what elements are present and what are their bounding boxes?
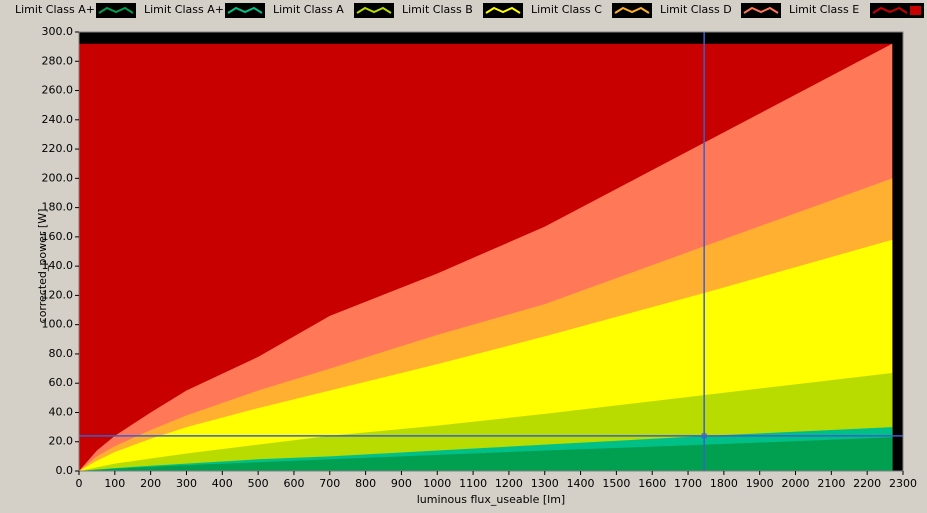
x-tick-label: 300 (176, 477, 197, 490)
y-axis-label: corrected_power [W] (36, 209, 49, 324)
y-tick-label: 60.0 (49, 376, 74, 389)
x-tick-label: 500 (248, 477, 269, 490)
x-tick-label: 600 (283, 477, 304, 490)
y-tick-label: 160.0 (42, 230, 74, 243)
area (79, 437, 893, 471)
y-tick-label: 180.0 (42, 201, 74, 214)
legend-swatch (612, 3, 652, 18)
legend-label: Limit Class A (273, 3, 344, 16)
x-tick-label: 1200 (495, 477, 523, 490)
legend-swatch (870, 3, 910, 18)
legend-icon (356, 6, 392, 14)
legend-icon (227, 6, 263, 14)
x-tick-label: 1400 (567, 477, 595, 490)
legend-label: Limit Class B (402, 3, 473, 16)
y-tick-label: 80.0 (49, 347, 74, 360)
x-tick-label: 800 (355, 477, 376, 490)
legend-swatch (354, 3, 394, 18)
x-tick-label: 1700 (674, 477, 702, 490)
legend-label: Limit Class D (660, 3, 732, 16)
legend-label: Limit Class A+ (144, 3, 224, 16)
x-tick-label: 2000 (782, 477, 810, 490)
x-tick-label: 1300 (531, 477, 559, 490)
legend-icon (743, 6, 779, 14)
x-tick-label: 1500 (602, 477, 630, 490)
legend-icon (872, 6, 908, 14)
y-tick-label: 300.0 (42, 25, 74, 38)
x-tick-label: 1900 (746, 477, 774, 490)
legend-label: Limit Class A++ (15, 3, 104, 16)
y-tick-label: 220.0 (42, 142, 74, 155)
y-tick-label: 120.0 (42, 288, 74, 301)
x-tick-label: 2300 (889, 477, 917, 490)
x-tick-label: 700 (319, 477, 340, 490)
legend-icon (98, 6, 134, 14)
y-tick-label: 280.0 (42, 54, 74, 67)
x-tick-label: 1100 (459, 477, 487, 490)
legend-label: Limit Class E (789, 3, 859, 16)
x-tick-label: 200 (140, 477, 161, 490)
x-tick-label: 1600 (638, 477, 666, 490)
legend-icon (614, 6, 650, 14)
legend-icon (485, 6, 521, 14)
y-tick-label: 0.0 (56, 464, 74, 477)
y-tick-label: 260.0 (42, 84, 74, 97)
y-tick-label: 100.0 (42, 318, 74, 331)
x-axis-label: luminous flux_useable [lm] (417, 493, 565, 506)
y-tick-label: 20.0 (49, 435, 74, 448)
x-tick-label: 900 (391, 477, 412, 490)
y-tick-label: 200.0 (42, 171, 74, 184)
cursor-point (701, 433, 707, 439)
y-tick-label: 40.0 (49, 405, 74, 418)
x-tick-label: 400 (212, 477, 233, 490)
legend-swatch (741, 3, 781, 18)
legend-swatch (96, 3, 136, 18)
x-tick-label: 2200 (853, 477, 881, 490)
x-tick-label: 100 (104, 477, 125, 490)
x-tick-label: 1000 (423, 477, 451, 490)
legend-swatch (483, 3, 523, 18)
x-tick-label: 0 (76, 477, 83, 490)
plot-frame (78, 31, 904, 472)
y-tick-label: 240.0 (42, 113, 74, 126)
x-tick-label: 2100 (817, 477, 845, 490)
x-tick-label: 1800 (710, 477, 738, 490)
y-tick-label: 140.0 (42, 259, 74, 272)
legend-swatch (225, 3, 265, 18)
legend-label: Limit Class C (531, 3, 602, 16)
